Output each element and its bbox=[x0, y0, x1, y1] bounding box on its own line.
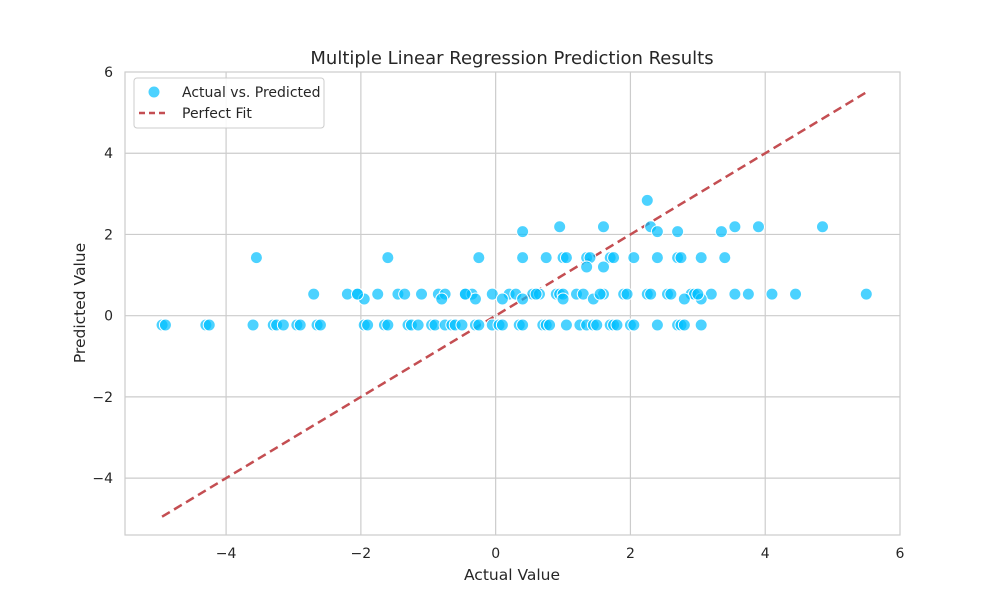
y-tick-labels: −4 −2 0 2 4 6 bbox=[92, 65, 113, 487]
scatter-point bbox=[559, 251, 573, 265]
scatter-point bbox=[516, 225, 530, 239]
scatter-point bbox=[677, 292, 691, 306]
y-tick-label: 4 bbox=[104, 146, 113, 162]
scatter-point bbox=[158, 318, 172, 332]
scatter-point bbox=[307, 287, 321, 301]
x-tick-label: −4 bbox=[216, 546, 237, 562]
scatter-point bbox=[516, 251, 530, 265]
scatter-point bbox=[714, 225, 728, 239]
perfect-fit-line bbox=[161, 91, 867, 518]
scatter-point bbox=[590, 318, 604, 332]
scatter-point bbox=[458, 287, 472, 301]
y-tick-label: −2 bbox=[92, 390, 113, 406]
scatter-point bbox=[620, 287, 634, 301]
scatter-point bbox=[553, 220, 567, 234]
scatter-point bbox=[411, 318, 425, 332]
scatter-point bbox=[816, 220, 829, 234]
scatter-point bbox=[246, 318, 260, 332]
scatter-point bbox=[596, 220, 610, 234]
scatter-point bbox=[859, 287, 873, 301]
scatter-point bbox=[455, 318, 469, 332]
scatter-point bbox=[276, 318, 290, 332]
scatter-point bbox=[789, 287, 803, 301]
scatter-point bbox=[691, 287, 705, 301]
scatter-point bbox=[351, 287, 364, 301]
scatter-point bbox=[718, 251, 732, 265]
x-tick-label: −2 bbox=[351, 546, 372, 562]
x-tick-labels: −4 −2 0 2 4 6 bbox=[216, 546, 905, 562]
scatter-point bbox=[650, 225, 664, 239]
scatter-point bbox=[202, 318, 216, 332]
legend-box bbox=[133, 77, 325, 129]
scatter-point bbox=[361, 318, 375, 332]
scatter-point bbox=[741, 287, 755, 301]
plot-frame bbox=[124, 71, 901, 536]
y-tick-label: 0 bbox=[104, 309, 113, 325]
scatter-point bbox=[398, 287, 412, 301]
legend: Actual vs. Predicted Perfect Fit bbox=[133, 77, 325, 129]
scatter-point bbox=[371, 287, 385, 301]
scatter-point bbox=[495, 318, 509, 332]
plot-area bbox=[125, 72, 900, 535]
scatter-point bbox=[529, 287, 543, 301]
scatter-point bbox=[644, 287, 658, 301]
scatter-point bbox=[640, 193, 654, 207]
scatter-point bbox=[765, 287, 779, 301]
legend-marker-scatter bbox=[147, 85, 161, 99]
x-tick-label: 4 bbox=[761, 546, 770, 562]
scatter-point bbox=[580, 260, 594, 274]
y-tick-label: −4 bbox=[92, 471, 113, 487]
perfect-fit-layer bbox=[161, 91, 867, 518]
scatter-point bbox=[751, 220, 765, 234]
scatter-point bbox=[728, 287, 742, 301]
scatter-point bbox=[313, 318, 327, 332]
scatter-point bbox=[596, 260, 610, 274]
scatter-point bbox=[516, 292, 530, 306]
scatter-layer bbox=[155, 193, 873, 332]
x-axis-label: Actual Value bbox=[464, 566, 560, 584]
scatter-point bbox=[495, 292, 509, 306]
legend-label-line: Perfect Fit bbox=[182, 106, 252, 122]
scatter-point bbox=[556, 292, 570, 306]
grid bbox=[125, 72, 900, 535]
scatter-point bbox=[472, 251, 486, 265]
y-tick-label: 6 bbox=[104, 65, 113, 81]
scatter-point bbox=[674, 251, 688, 265]
y-tick-label: 2 bbox=[104, 227, 113, 243]
scatter-point bbox=[664, 287, 678, 301]
scatter-point bbox=[694, 318, 708, 332]
scatter-point bbox=[677, 318, 691, 332]
y-axis-label: Predicted Value bbox=[71, 243, 89, 363]
scatter-point bbox=[435, 292, 449, 306]
scatter-point bbox=[539, 251, 553, 265]
scatter-point bbox=[559, 318, 573, 332]
scatter-point bbox=[593, 287, 607, 301]
scatter-point bbox=[694, 251, 708, 265]
scatter-point bbox=[543, 318, 557, 332]
scatter-point bbox=[610, 318, 624, 332]
scatter-point bbox=[650, 318, 664, 332]
scatter-point bbox=[249, 251, 263, 265]
scatter-point bbox=[627, 318, 641, 332]
scatter-point bbox=[607, 251, 621, 265]
scatter-point bbox=[516, 318, 530, 332]
scatter-point bbox=[671, 225, 685, 239]
chart-title: Multiple Linear Regression Prediction Re… bbox=[310, 48, 713, 69]
x-tick-label: 0 bbox=[491, 546, 500, 562]
scatter-point bbox=[472, 318, 486, 332]
legend-label-scatter: Actual vs. Predicted bbox=[182, 85, 321, 101]
scatter-point bbox=[381, 318, 395, 332]
scatter-point bbox=[415, 287, 429, 301]
scatter-point bbox=[627, 251, 641, 265]
scatter-point bbox=[293, 318, 307, 332]
scatter-point bbox=[728, 220, 742, 234]
scatter-point bbox=[381, 251, 395, 265]
scatter-point bbox=[650, 251, 664, 265]
x-tick-label: 2 bbox=[626, 546, 635, 562]
x-tick-label: 6 bbox=[896, 546, 905, 562]
